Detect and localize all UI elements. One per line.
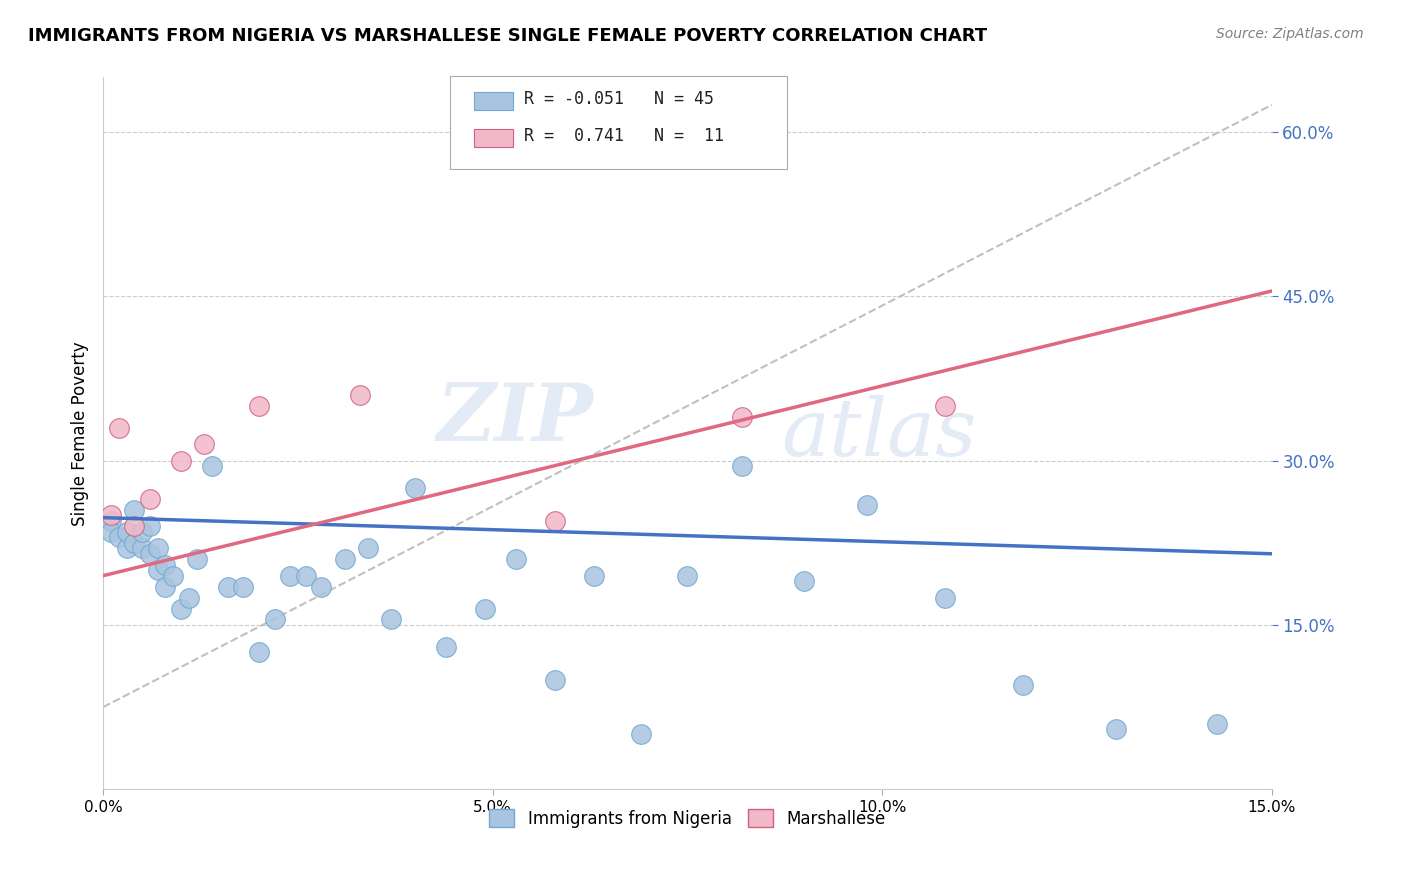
Point — [294, 568, 316, 582]
Point — [404, 481, 426, 495]
Point — [505, 552, 527, 566]
Point — [100, 524, 122, 539]
Point — [155, 558, 177, 572]
Point — [139, 547, 162, 561]
Point — [193, 437, 215, 451]
Point — [115, 524, 138, 539]
Point — [100, 508, 122, 523]
Point — [139, 491, 162, 506]
Point — [124, 536, 146, 550]
Point — [186, 552, 208, 566]
Point — [1011, 678, 1033, 692]
Point — [311, 580, 333, 594]
Point — [139, 519, 162, 533]
Point — [263, 612, 285, 626]
Text: IMMIGRANTS FROM NIGERIA VS MARSHALLESE SINGLE FEMALE POVERTY CORRELATION CHART: IMMIGRANTS FROM NIGERIA VS MARSHALLESE S… — [28, 27, 987, 45]
Point — [177, 591, 200, 605]
Text: atlas: atlas — [780, 394, 976, 472]
Point — [349, 388, 371, 402]
Point — [201, 459, 224, 474]
Point — [131, 524, 153, 539]
Point — [934, 399, 956, 413]
Point — [155, 580, 177, 594]
Point — [793, 574, 815, 589]
Legend: Immigrants from Nigeria, Marshallese: Immigrants from Nigeria, Marshallese — [482, 802, 893, 834]
Point — [1206, 716, 1229, 731]
Point — [247, 399, 270, 413]
Point — [170, 601, 193, 615]
Point — [333, 552, 356, 566]
Y-axis label: Single Female Poverty: Single Female Poverty — [72, 341, 89, 525]
Point — [170, 453, 193, 467]
Point — [131, 541, 153, 556]
Point — [380, 612, 402, 626]
Point — [247, 645, 270, 659]
Point — [162, 568, 184, 582]
Point — [278, 568, 301, 582]
Point — [107, 530, 129, 544]
Point — [232, 580, 254, 594]
Point — [146, 541, 169, 556]
Point — [1105, 722, 1128, 736]
Point — [434, 640, 457, 654]
Point — [630, 727, 652, 741]
Point — [217, 580, 239, 594]
Point — [146, 563, 169, 577]
Point — [357, 541, 380, 556]
Point — [544, 514, 567, 528]
Point — [100, 514, 122, 528]
Text: ZIP: ZIP — [437, 380, 593, 458]
Point — [855, 498, 877, 512]
Text: Source: ZipAtlas.com: Source: ZipAtlas.com — [1216, 27, 1364, 41]
Point — [731, 459, 754, 474]
Point — [124, 519, 146, 533]
Point — [676, 568, 699, 582]
Point — [115, 541, 138, 556]
Point — [544, 673, 567, 687]
Text: R = -0.051   N = 45: R = -0.051 N = 45 — [524, 90, 714, 108]
Point — [124, 503, 146, 517]
Point — [107, 421, 129, 435]
Point — [582, 568, 605, 582]
Point — [934, 591, 956, 605]
Text: R =  0.741   N =  11: R = 0.741 N = 11 — [524, 128, 724, 145]
Point — [731, 409, 754, 424]
Point — [474, 601, 496, 615]
